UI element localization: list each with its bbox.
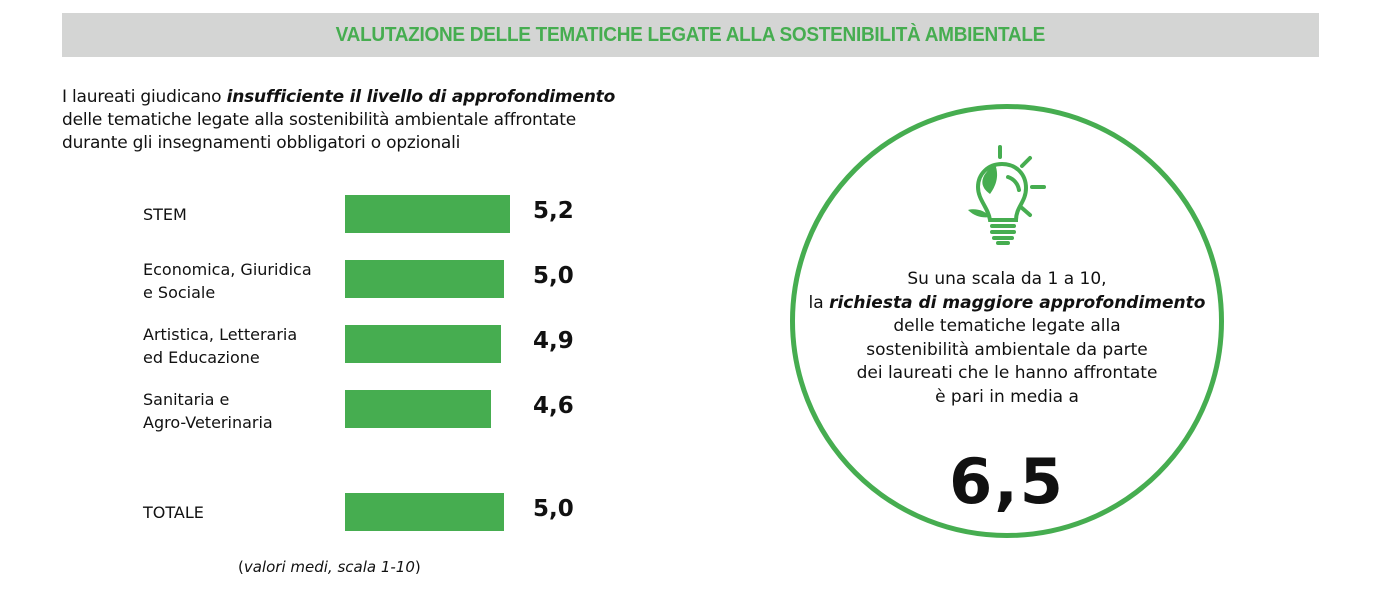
highlight-circle [790,104,1224,538]
category-label-line: Agro-Veterinaria [143,413,273,432]
page-title: VALUTAZIONE DELLE TEMATICHE LEGATE ALLA … [335,23,1046,46]
circle-line6: è pari in media a [935,386,1079,407]
circle-text: Su una scala da 1 a 10, la richiesta di … [790,268,1224,409]
value-label: 5,0 [533,496,574,522]
value-label: 4,6 [533,393,574,419]
bar [345,493,504,531]
category-label: TOTALE [143,501,204,524]
category-label: Artistica, Letteraria ed Educazione [143,323,297,369]
circle-line4: sostenibilità ambientale da parte [866,339,1148,360]
value-label: 5,0 [533,263,574,289]
title-banner: VALUTAZIONE DELLE TEMATICHE LEGATE ALLA … [62,13,1319,57]
bar [345,390,492,428]
category-label-line: Economica, Giuridica [143,260,312,279]
category-label-line: TOTALE [143,503,204,522]
intro-line3: durante gli insegnamenti obbligatori o o… [62,133,461,153]
intro-text: I laureati giudicano insufficiente il li… [62,86,615,155]
circle-line5: dei laureati che le hanno affrontate [856,363,1158,383]
category-label: Sanitaria e Agro-Veterinaria [143,388,273,434]
average-value: 6,5 [949,445,1065,518]
category-label: Economica, Giuridica e Sociale [143,258,312,304]
circle-emphasis: richiesta di maggiore approfondimento [829,292,1206,313]
category-label: STEM [143,203,187,226]
category-label-line: Artistica, Letteraria [143,325,298,344]
intro-pre: I laureati giudicano [62,87,227,107]
bar [345,260,504,298]
bar [345,195,511,233]
circle-line1: Su una scala da 1 a 10, [907,269,1107,289]
intro-line2: delle tematiche legate alla sostenibilit… [62,110,577,130]
bar [345,325,501,363]
circle-line3: delle tematiche legate alla [893,316,1121,336]
intro-emphasis: insufficiente il livello di approfondime… [226,87,616,107]
note-text: valori medi, scala 1-10 [243,558,415,576]
category-label-line: e Sociale [143,283,216,302]
value-label: 5,2 [533,198,574,224]
category-label-line: ed Educazione [143,348,260,367]
chart-note: (valori medi, scala 1-10) [238,558,421,576]
lightbulb-leaf-icon [968,145,1046,245]
category-label-line: STEM [143,205,187,224]
value-label: 4,9 [533,328,574,354]
category-label-line: Sanitaria e [143,390,230,409]
